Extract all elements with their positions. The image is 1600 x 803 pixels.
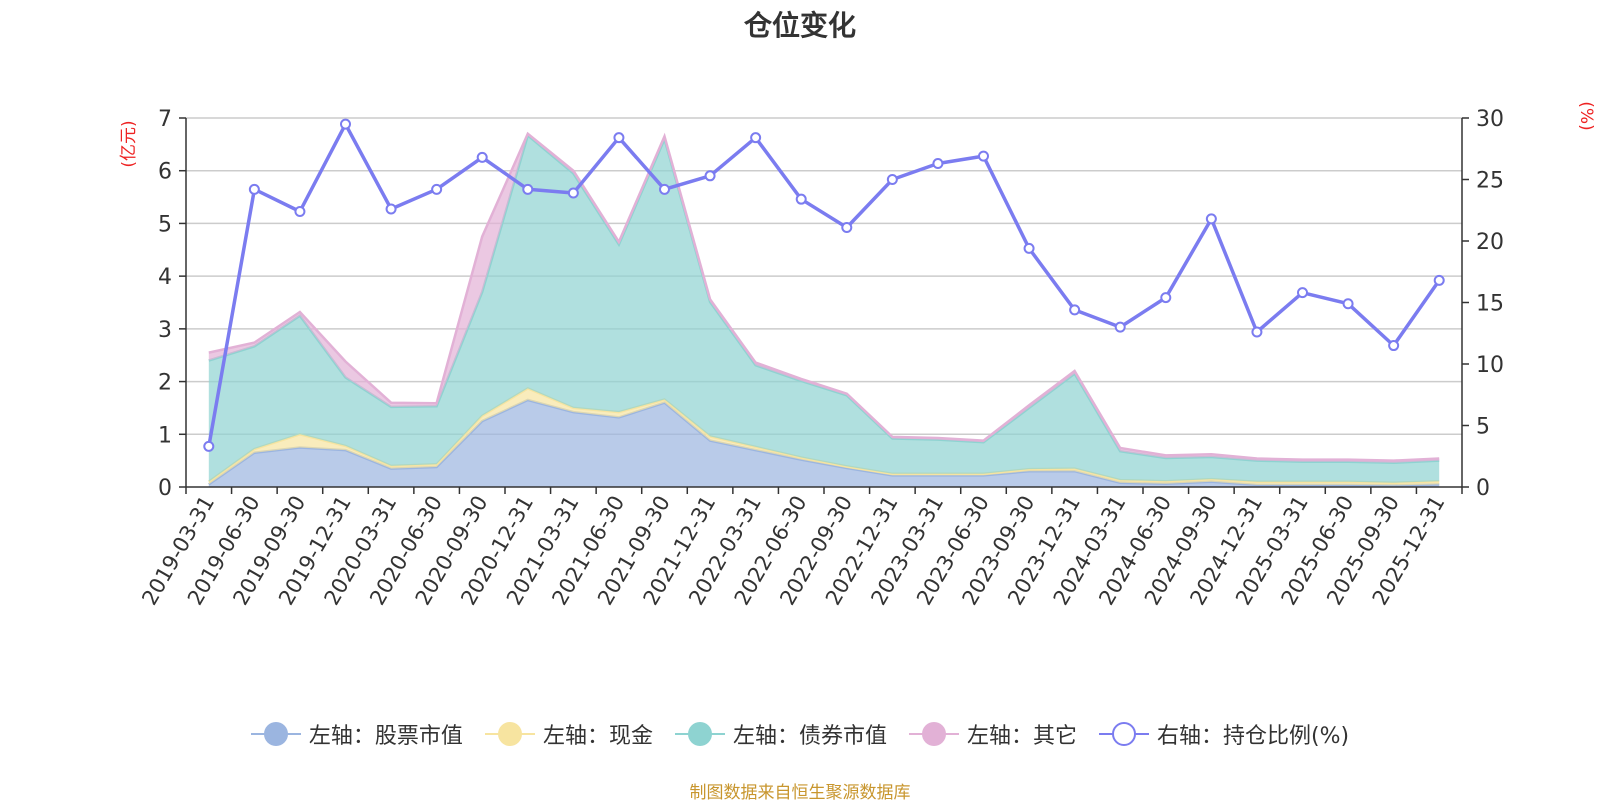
area-edge-3 — [208, 131, 1440, 462]
ratio-point — [248, 183, 260, 195]
left-axis-unit: (亿元) — [119, 120, 139, 167]
legend-label-bond: 左轴：债券市值 — [732, 724, 887, 749]
ratio-point — [340, 118, 351, 130]
left-axis-tick-label: 4 — [158, 265, 172, 290]
right-axis-tick-label: 25 — [1476, 169, 1504, 194]
area-series-2 — [208, 135, 1440, 483]
ratio-line — [203, 118, 1445, 452]
left-axis-tick-label: 5 — [158, 212, 172, 237]
left-axis-tick-label: 1 — [158, 423, 172, 448]
ratio-point — [932, 158, 944, 170]
left-axis-tick-label: 3 — [158, 318, 172, 343]
ratio-point — [886, 174, 898, 185]
ratio-point — [750, 132, 762, 144]
ratio-point — [1114, 321, 1126, 333]
left-axis-tick-label: 2 — [158, 371, 172, 396]
right-axis-unit: (%) — [1576, 101, 1596, 130]
right-axis-tick-label: 30 — [1476, 107, 1504, 132]
stacked-areas — [208, 131, 1440, 487]
ratio-point — [294, 205, 306, 217]
ratio-point — [613, 132, 625, 144]
legend-label-cash: 左轴：现金 — [542, 724, 653, 749]
ratio-point — [431, 183, 443, 195]
ratio-line-path — [207, 122, 1441, 447]
ratio-point — [1069, 304, 1081, 316]
legend-label-stock: 左轴：股票市值 — [308, 724, 463, 749]
ratio-point — [704, 170, 716, 182]
legend-swatch-bond — [674, 721, 725, 747]
legend-label-ratio: 右轴：持仓比例(%) — [1156, 724, 1350, 749]
legend-swatch-cash — [484, 721, 535, 747]
ratio-point — [841, 221, 853, 233]
legend-label-other: 左轴：其它 — [966, 724, 1077, 749]
left-axis-tick-label: 7 — [158, 107, 172, 132]
ratio-point — [1205, 213, 1217, 225]
ratio-point — [1388, 340, 1400, 352]
area-series-0 — [208, 400, 1440, 487]
legend-swatch-ratio — [1098, 721, 1149, 747]
right-axis-tick-label: 15 — [1476, 292, 1504, 317]
ratio-point — [1023, 242, 1035, 254]
ratio-point — [1297, 287, 1308, 299]
legend-item-stock[interactable]: 左轴：股票市值 — [250, 718, 463, 750]
right-axis-tick-label: 20 — [1476, 230, 1504, 255]
left-axis-tick-label: 0 — [158, 476, 172, 501]
source-note: 制图数据来自恒生聚源数据库 — [689, 783, 911, 803]
legend-item-other[interactable]: 左轴：其它 — [908, 718, 1077, 750]
legend: 左轴：股票市值 左轴：现金 左轴：债券市值 左轴：其它 右轴：持仓比例(%) — [0, 718, 1600, 750]
ratio-point — [1433, 274, 1445, 286]
ratio-point — [1342, 298, 1354, 310]
legend-swatch-stock — [250, 721, 301, 747]
ratio-point — [522, 183, 534, 195]
right-axis-tick-label: 0 — [1476, 476, 1490, 501]
legend-swatch-other — [908, 721, 959, 747]
legend-item-cash[interactable]: 左轴：现金 — [484, 718, 653, 750]
ratio-point — [203, 440, 215, 452]
ratio-point — [1160, 292, 1172, 304]
ratio-point — [978, 150, 989, 162]
right-axis-tick-label: 5 — [1476, 415, 1490, 440]
legend-item-ratio[interactable]: 右轴：持仓比例(%) — [1098, 718, 1350, 750]
legend-item-bond[interactable]: 左轴：债券市值 — [674, 718, 887, 750]
ratio-point — [385, 203, 397, 215]
right-axis-tick-label: 10 — [1476, 353, 1504, 378]
ratio-point — [1251, 326, 1263, 338]
ratio-point — [567, 187, 579, 199]
ratio-point — [476, 151, 488, 163]
left-axis-tick-label: 6 — [158, 160, 172, 185]
ratio-point — [659, 183, 670, 195]
chart-title: 仓位变化 — [743, 9, 856, 42]
ratio-point — [795, 193, 807, 205]
